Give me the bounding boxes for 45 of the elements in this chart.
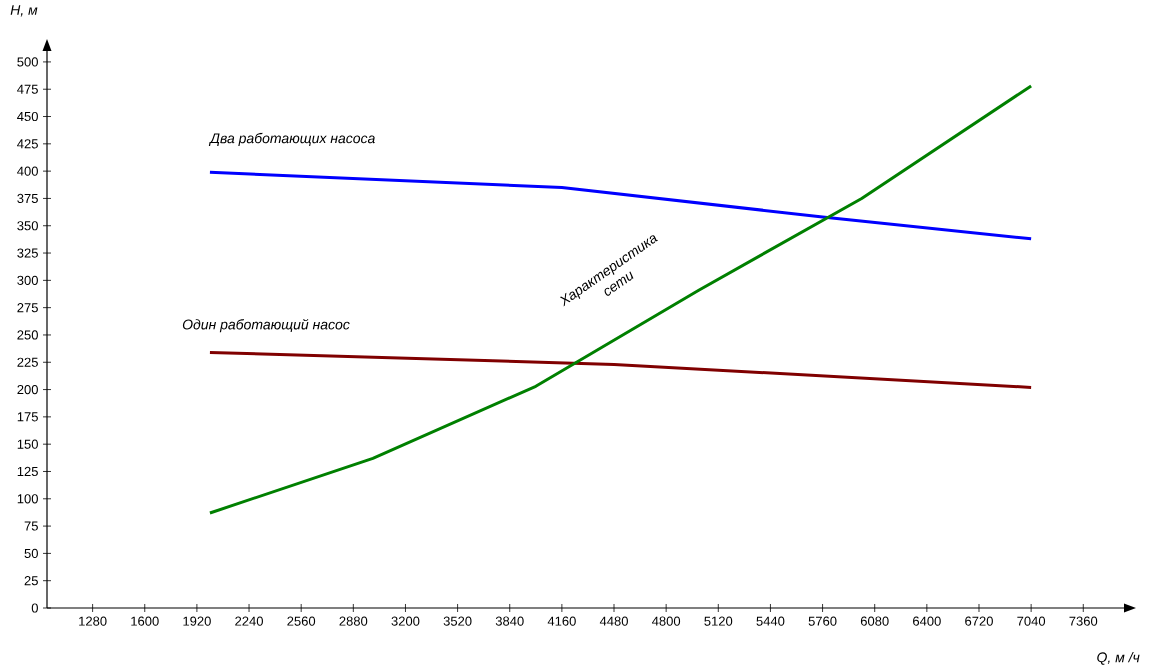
- x-tick-label: 2560: [287, 616, 316, 626]
- x-tick-label: 1600: [131, 616, 159, 626]
- y-tick-label: 325: [17, 248, 38, 258]
- x-tick-label: 6080: [860, 616, 889, 626]
- y-tick-label: 75: [24, 521, 38, 531]
- y-tick-label: 500: [17, 57, 38, 67]
- y-tick-label: 100: [17, 494, 38, 504]
- series-label: Один работающий насос: [182, 318, 350, 333]
- y-tick-label: 125: [17, 466, 38, 477]
- y-axis-title: H, м: [10, 5, 38, 17]
- y-tick-label: 450: [17, 111, 38, 122]
- x-tick-label: 3200: [391, 616, 420, 626]
- y-tick-label: 0: [31, 603, 38, 613]
- x-tick-label: 6720: [965, 616, 993, 626]
- y-tick-label: 425: [17, 139, 38, 149]
- y-tick-label: 300: [17, 275, 38, 285]
- x-tick-label: 6400: [913, 616, 941, 626]
- y-tick-label: 200: [17, 384, 38, 395]
- y-tick-label: 25: [24, 576, 38, 586]
- x-tick-label: 3840: [495, 616, 524, 626]
- y-tick-label: 175: [17, 412, 38, 422]
- y-tick-label: 150: [17, 439, 38, 449]
- x-tick-label: 1920: [183, 616, 211, 626]
- x-tick-label: 4160: [547, 616, 576, 626]
- x-tick-label: 1280: [79, 616, 107, 626]
- x-tick-label: 7360: [1069, 616, 1098, 626]
- x-axis-title: Q, м /ч: [1097, 652, 1140, 665]
- x-tick-label: 2240: [235, 616, 263, 626]
- x-tick-label: 2880: [339, 616, 368, 626]
- x-tick-label: 4800: [651, 616, 681, 626]
- x-tick-label: 5760: [808, 616, 837, 626]
- x-tick-label: 3520: [443, 616, 472, 626]
- y-tick-label: 400: [17, 166, 38, 176]
- x-tick-label: 7040: [1017, 616, 1046, 626]
- y-tick-label: 350: [17, 221, 38, 231]
- y-tick-label: 250: [17, 330, 38, 340]
- y-tick-label: 225: [17, 357, 38, 367]
- x-tick-label: 5440: [756, 616, 785, 626]
- x-tick-label: 4480: [599, 616, 628, 626]
- y-tick-label: 50: [24, 548, 38, 558]
- y-tick-label: 375: [17, 193, 38, 204]
- x-tick-label: 5120: [704, 616, 733, 626]
- y-tick-label: 275: [17, 303, 38, 313]
- series-label: Два работающих насоса: [208, 132, 375, 147]
- y-tick-label: 475: [17, 84, 38, 94]
